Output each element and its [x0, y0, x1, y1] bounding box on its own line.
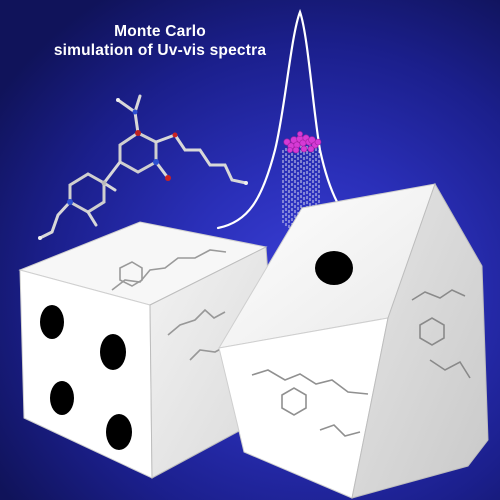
sample-points	[283, 131, 322, 154]
right-die-pip	[315, 251, 353, 285]
die-molecule-sketch	[251, 289, 471, 437]
left-die-pip	[50, 381, 74, 415]
molecule-model	[38, 94, 248, 240]
title-line-2: simulation of Uv-vis spectra	[53, 42, 267, 59]
right-die	[218, 182, 489, 499]
left-die-pip	[100, 334, 126, 370]
left-die	[18, 221, 279, 479]
left-die-pip	[106, 414, 132, 450]
left-die-pip	[40, 305, 64, 339]
molecule-atoms	[38, 98, 248, 240]
left-die-front-face	[19, 269, 153, 479]
spectrum-curve	[216, 8, 362, 230]
title-line-1: Monte Carlo	[114, 23, 206, 40]
title: Monte Carlo simulation of Uv-vis spectra	[10, 22, 310, 60]
right-die-side-face	[351, 182, 489, 499]
